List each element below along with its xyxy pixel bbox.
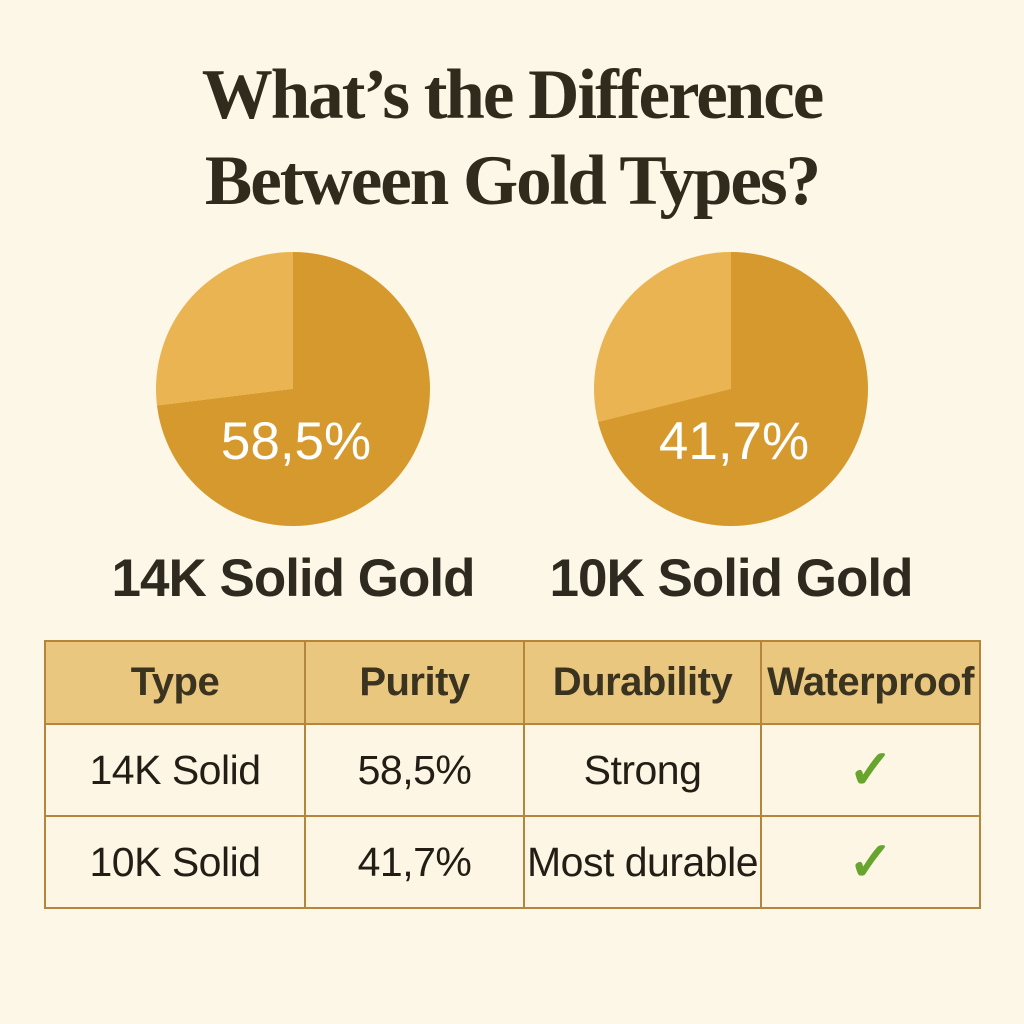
pie-value-label-14k: 58,5% bbox=[220, 411, 372, 471]
header-cell-durability: Durability bbox=[523, 640, 762, 725]
pie-value-label-10k: 41,7% bbox=[658, 411, 810, 471]
checkmark-icon: ✓ bbox=[848, 739, 893, 800]
cell-durability-14k: Strong bbox=[523, 723, 762, 817]
cell-purity-10k: 41,7% bbox=[304, 815, 525, 909]
page-title: What’s the Difference Between Gold Types… bbox=[0, 52, 1024, 224]
header-cell-purity: Purity bbox=[304, 640, 525, 725]
comparison-table: Type Purity Durability Waterproof 14K So… bbox=[44, 640, 981, 909]
pie-chart-10k: 41,7% bbox=[594, 252, 868, 526]
chart-caption-14k: 14K Solid Gold bbox=[111, 549, 476, 608]
table-row: 10K Solid 41,7% Most durable ✓ bbox=[44, 815, 981, 909]
chart-caption-10k: 10K Solid Gold bbox=[549, 549, 914, 608]
table-header-row: Type Purity Durability Waterproof bbox=[44, 640, 981, 725]
cell-waterproof-14k: ✓ bbox=[760, 723, 981, 817]
page-title-line-2: Between Gold Types? bbox=[204, 142, 821, 220]
cell-type-14k: 14K Solid bbox=[44, 723, 306, 817]
header-cell-waterproof: Waterproof bbox=[760, 640, 981, 725]
cell-waterproof-10k: ✓ bbox=[760, 815, 981, 909]
table-row: 14K Solid 58,5% Strong ✓ bbox=[44, 723, 981, 817]
checkmark-icon: ✓ bbox=[848, 831, 893, 892]
cell-type-10k: 10K Solid bbox=[44, 815, 306, 909]
cell-durability-10k: Most durable bbox=[523, 815, 762, 909]
chart-column-14k: 58,5% 14K Solid Gold bbox=[74, 252, 512, 609]
pie-charts-row: 58,5% 14K Solid Gold 41,7% 10K Solid Gol… bbox=[0, 252, 1024, 609]
pie-chart-14k: 58,5% bbox=[156, 252, 430, 526]
chart-column-10k: 41,7% 10K Solid Gold bbox=[512, 252, 950, 609]
header-cell-type: Type bbox=[44, 640, 306, 725]
cell-purity-14k: 58,5% bbox=[304, 723, 525, 817]
page-title-line-1: What’s the Difference bbox=[201, 56, 824, 134]
